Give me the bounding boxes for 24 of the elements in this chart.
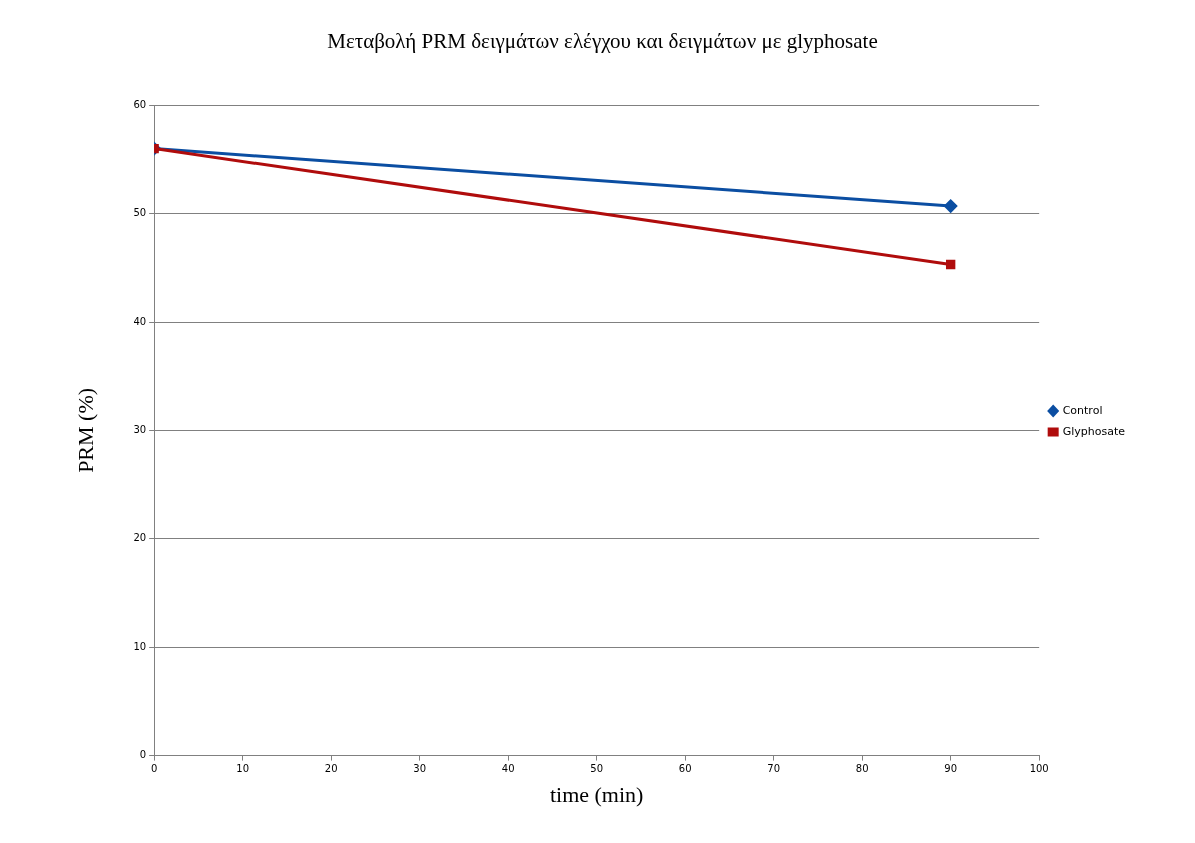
x-tick-label: 40 (501, 763, 515, 775)
chart-title: Μεταβολή PRM δειγμάτων ελέγχου και δειγμάτων με glyphosate (327, 29, 878, 54)
x-tick-label: 0 (150, 763, 158, 775)
legend-label: Glyphosate (1062, 424, 1126, 438)
y-tick-label: 50 (133, 207, 147, 219)
y-tick-label: 10 (133, 640, 147, 652)
y-tick-label: 0 (139, 749, 147, 761)
legend-label: Control (1062, 403, 1103, 417)
x-tick-label: 100 (1029, 763, 1049, 775)
x-tick-label: 70 (767, 763, 781, 775)
x-tick-label: 30 (413, 763, 427, 775)
x-tick-label: 20 (324, 763, 338, 775)
point (944, 199, 958, 213)
x-tick-label: 50 (590, 763, 604, 775)
y-axis-title: PRM (%) (72, 387, 98, 473)
y-tick-label: 20 (133, 532, 147, 544)
y-tick-label: 40 (133, 315, 147, 327)
x-tick-label: 90 (944, 763, 958, 775)
y-tick-label: 30 (133, 423, 147, 435)
x-axis-title: time (min) (549, 781, 644, 807)
x-tick-label: 60 (678, 763, 692, 775)
y-tick-label: 60 (133, 98, 147, 110)
x-tick-label: 10 (236, 763, 249, 775)
x-tick-label: 80 (855, 763, 869, 775)
